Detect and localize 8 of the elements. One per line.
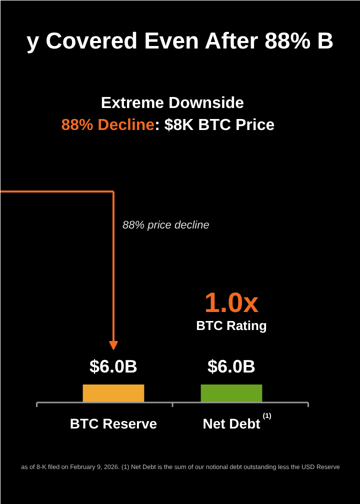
chart-subtitle: Extreme Downside 88% Decline: $8K BTC Price [61,95,275,134]
data-label: $6.0B [207,356,256,376]
text: BTC Rating [196,318,267,333]
x-tick-label: BTC Reserve [70,416,158,432]
data-label: $6.0B [89,356,138,376]
chart-title: y Covered Even After 88% B [26,28,334,54]
text: 1.0x [204,287,260,318]
text: 88% price decline [122,220,210,232]
